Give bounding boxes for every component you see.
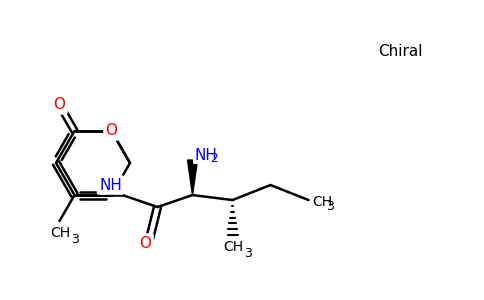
Text: 2: 2 [211, 152, 218, 164]
Text: CH: CH [313, 195, 333, 209]
Text: NH: NH [99, 178, 122, 193]
Text: O: O [139, 236, 151, 250]
Text: 3: 3 [327, 200, 334, 212]
Text: NH: NH [195, 148, 217, 163]
Text: CH: CH [224, 240, 243, 254]
Text: 3: 3 [244, 247, 252, 260]
Text: 3: 3 [72, 233, 79, 246]
Text: CH: CH [50, 226, 71, 240]
Text: Chiral: Chiral [378, 44, 422, 59]
Polygon shape [187, 160, 197, 195]
Text: O: O [54, 98, 65, 112]
Text: O: O [106, 124, 118, 139]
